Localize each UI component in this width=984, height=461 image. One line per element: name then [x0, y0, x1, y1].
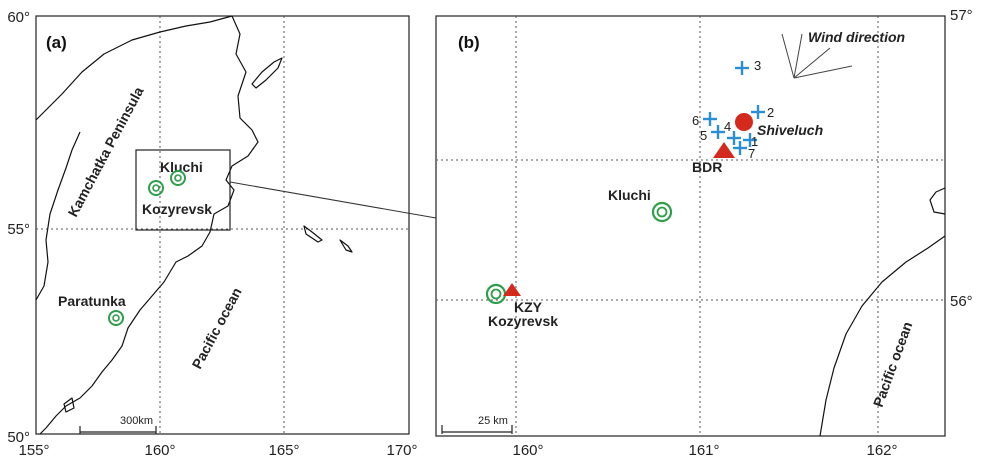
lon-tick: 165° — [268, 442, 299, 459]
sensor-cross-icon — [727, 131, 741, 145]
lat-tick: 50° — [7, 429, 30, 446]
kzy-triangle-icon — [503, 283, 521, 296]
lon-tick: 155° — [18, 442, 49, 459]
island — [251, 57, 283, 89]
zoom-box — [135, 149, 231, 231]
sensor-number: 5 — [700, 128, 707, 143]
ocean-label: Pacific ocean — [189, 285, 245, 372]
island — [63, 397, 75, 413]
station-kluchi-icon — [170, 170, 186, 186]
coastline — [819, 235, 946, 437]
sensor-number: 3 — [754, 58, 761, 73]
sensor-number: 4 — [724, 119, 731, 134]
region-label: Kamchatka Peninsula — [65, 84, 147, 219]
sensor-number: 6 — [692, 113, 699, 128]
island — [339, 239, 353, 253]
sensor-cross-icon — [733, 141, 747, 155]
ocean-label: Pacific ocean — [870, 319, 916, 409]
bdr-triangle-icon — [713, 142, 735, 158]
scale-bar — [79, 426, 157, 434]
lat-tick: 55° — [7, 221, 30, 238]
lon-tick: 161° — [688, 442, 719, 459]
kamchatka-coastline — [35, 15, 259, 435]
lon-tick: 162° — [866, 442, 897, 459]
sensor-cross-icon — [735, 61, 749, 75]
west-coast — [35, 131, 81, 301]
volcano-shiveluch-icon — [735, 113, 753, 131]
sensor-number: 2 — [767, 105, 774, 120]
lat-tick: 56° — [950, 293, 973, 310]
scale-bar — [441, 425, 513, 434]
lat-tick: 60° — [7, 9, 30, 26]
zoom-connector — [229, 181, 437, 219]
station-label-kluchi: Kluchi — [160, 159, 203, 175]
kluchi-label: Kluchi — [608, 187, 651, 203]
lon-tick: 160° — [144, 442, 175, 459]
sensor-cross-icon — [711, 125, 725, 139]
scale-label: 25 km — [478, 415, 508, 427]
panel-a: 155° 160° 165° 170° 60° 55° 50° (a) Kamc… — [7, 9, 437, 459]
wind-direction-icon — [781, 33, 853, 79]
panel-b: 160° 161° 162° 57° 56° (b) Wind directio… — [435, 7, 973, 459]
sensor-number: 1 — [751, 134, 758, 149]
kozyrevsk-label: Kozyrevsk — [488, 313, 558, 329]
island — [303, 225, 323, 243]
station-paratunka-icon — [108, 310, 124, 326]
volcano-label: Shiveluch — [757, 122, 823, 138]
lon-tick: 170° — [386, 442, 417, 459]
kzy-label: KZY — [514, 299, 543, 315]
station-kluchi-icon — [651, 201, 673, 223]
wind-direction-label: Wind direction — [808, 29, 905, 45]
panel-b-label: (b) — [458, 33, 480, 52]
lat-tick: 57° — [950, 7, 973, 24]
sensor-number: 7 — [748, 146, 755, 161]
bdr-label: BDR — [692, 159, 722, 175]
station-kozyrevsk-icon — [148, 180, 164, 196]
sensor-cross-icon — [703, 112, 717, 126]
panel-a-label: (a) — [46, 33, 67, 52]
station-label-kozyrevsk: Kozyrevsk — [142, 201, 212, 217]
panel-a-frame — [35, 15, 410, 435]
panel-b-frame — [435, 15, 946, 437]
sensor-cross-icon — [751, 105, 765, 119]
sensor-cross-icon — [743, 133, 757, 147]
coastline — [929, 187, 946, 215]
station-label-paratunka: Paratunka — [58, 293, 126, 309]
scale-label: 300km — [120, 415, 153, 427]
sensor-array — [703, 61, 765, 155]
lon-tick: 160° — [512, 442, 543, 459]
